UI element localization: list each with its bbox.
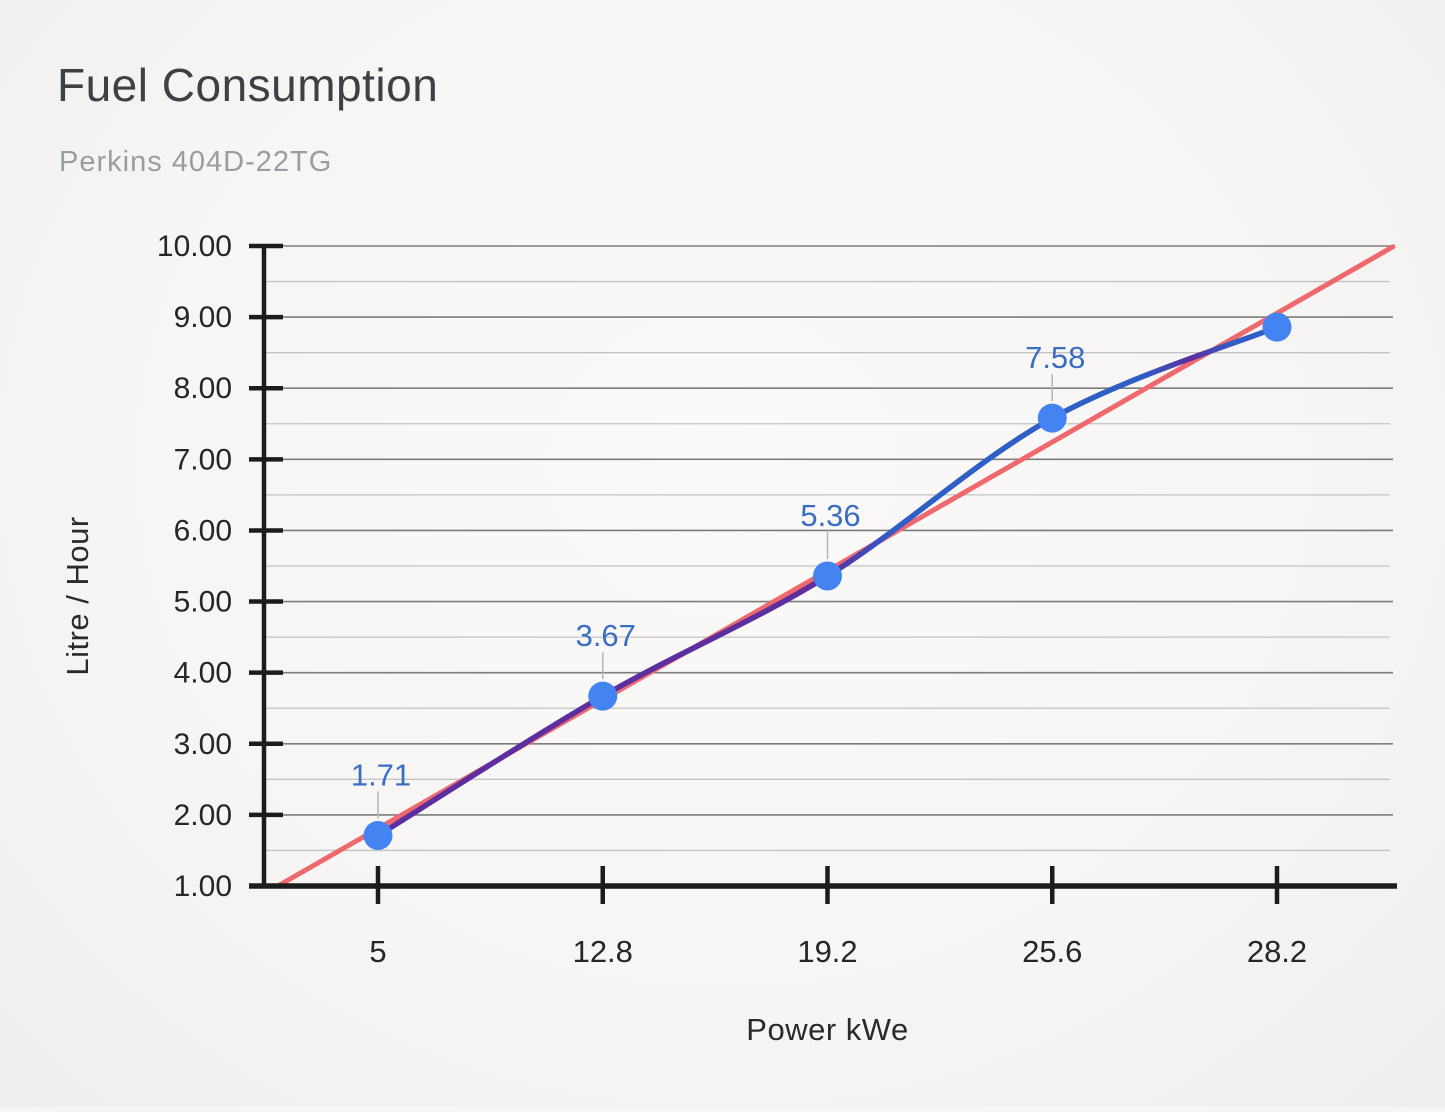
data-point-marker xyxy=(1037,403,1067,433)
y-tick-label: 7.00 xyxy=(174,443,232,476)
x-tick-label: 12.8 xyxy=(573,934,633,969)
x-tick-label: 25.6 xyxy=(1022,934,1082,969)
data-point-label: 7.58 xyxy=(1025,340,1085,375)
data-point-label: 1.71 xyxy=(351,758,411,793)
chart-title: Fuel Consumption xyxy=(57,59,439,111)
y-tick-label: 9.00 xyxy=(174,301,232,334)
y-axis-title: Litre / Hour xyxy=(60,516,95,676)
data-point-marker xyxy=(588,681,618,711)
x-tick-label: 28.2 xyxy=(1247,934,1307,969)
y-tick-label: 2.00 xyxy=(174,799,232,832)
chart-subtitle: Perkins 404D-22TG xyxy=(59,146,333,178)
data-point-label: 3.67 xyxy=(576,618,636,653)
y-tick-label: 4.00 xyxy=(174,657,232,690)
data-point-label: 5.36 xyxy=(800,498,860,533)
y-tick-label: 1.00 xyxy=(174,870,232,903)
y-tick-label: 10.00 xyxy=(157,230,232,263)
x-tick-label: 5 xyxy=(369,934,386,969)
data-point-marker xyxy=(813,561,842,591)
data-point-marker xyxy=(1262,312,1292,342)
y-tick-label: 8.00 xyxy=(174,372,232,405)
data-point-marker xyxy=(363,821,393,851)
y-tick-label: 5.00 xyxy=(174,586,232,619)
y-tick-label: 6.00 xyxy=(174,514,232,547)
x-tick-label: 19.2 xyxy=(797,934,857,969)
y-tick-label: 3.00 xyxy=(174,728,232,761)
x-axis-title: Power kWe xyxy=(746,1012,909,1047)
